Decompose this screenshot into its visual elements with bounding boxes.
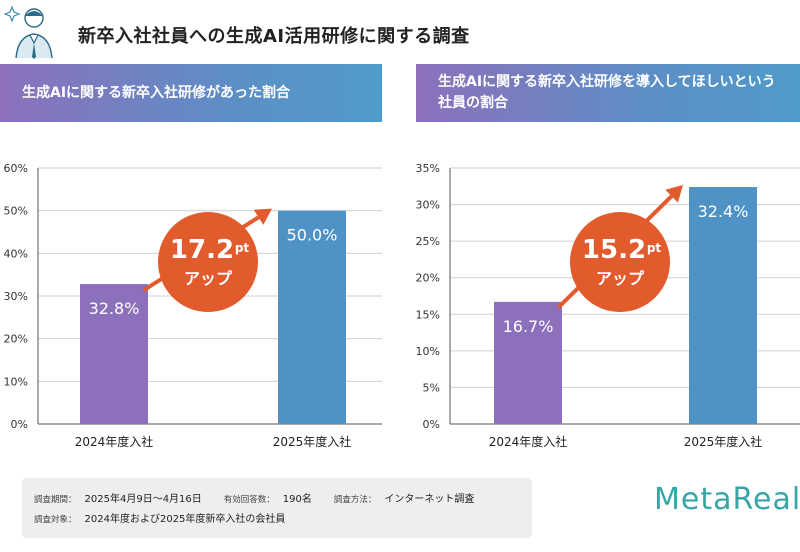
survey-method-label: 調査方法： <box>333 495 377 505</box>
left-increase-unit: pt <box>235 241 250 255</box>
survey-method-value: インターネット調査 <box>384 494 475 505</box>
right-y-tick-label: 10% <box>416 345 440 358</box>
right-y-tick-label: 5% <box>423 381 440 394</box>
right-increase-badge <box>570 212 670 312</box>
left-y-tick-label: 20% <box>4 333 28 346</box>
survey-target-label: 調査対象： <box>34 515 77 525</box>
person-icon <box>4 5 53 59</box>
right-bar-2 <box>689 187 757 424</box>
right-y-tick-label: 0% <box>423 418 440 431</box>
left-x-tick-label: 2025年度入社 <box>273 434 352 449</box>
bar-charts: 0% 10% 20% 30% 40% 50% 60% 32.8% 2024年度入社 50.0% 20… <box>4 162 800 449</box>
survey-period-value: 2025年4月9日〜4月16日 <box>84 494 202 505</box>
left-y-tick-label: 10% <box>4 375 28 388</box>
right-y-tick-label: 35% <box>416 162 440 175</box>
right-y-tick-label: 20% <box>416 272 440 285</box>
right-chart-banner: 生成AIに関する新卒入社研修を導入してほしいという社員の割合 <box>416 64 800 122</box>
right-trend-arrow-head <box>665 185 683 203</box>
right-y-tick-label: 30% <box>416 199 440 212</box>
survey-period-label: 調査期間： <box>34 495 77 505</box>
left-increase-value: 17.2 <box>170 235 234 265</box>
right-y-tick-label: 15% <box>416 308 440 321</box>
right-increase-unit: pt <box>647 241 662 255</box>
left-bar-2-value: 50.0% <box>287 226 338 245</box>
right-bar-2-value: 32.4% <box>698 202 749 221</box>
left-trend-arrow-head <box>253 208 272 225</box>
survey-info-box: 調査期間： 2025年4月9日〜4月16日 有効回答数： 190名 調査方法： … <box>22 478 532 538</box>
right-x-tick-label: 2025年度入社 <box>684 434 763 449</box>
left-y-tick-label: 30% <box>4 290 28 303</box>
left-increase-text: アップ <box>184 269 233 288</box>
survey-responses-label: 有効回答数： <box>223 495 275 505</box>
right-bar-1 <box>494 301 562 424</box>
survey-responses-value: 190名 <box>282 494 312 505</box>
right-bar-1-value: 16.7% <box>503 317 554 336</box>
right-chart-banner-text: 生成AIに関する新卒入社研修を導入してほしいという社員の割合 <box>438 74 776 111</box>
right-y-tick-label: 25% <box>416 235 440 248</box>
left-chart-banner-text: 生成AIに関する新卒入社研修があった割合 <box>22 84 291 101</box>
left-y-tick-label: 40% <box>4 247 28 260</box>
left-y-tick-label: 60% <box>4 162 28 175</box>
left-y-tick-label: 50% <box>4 205 28 218</box>
left-y-tick-label: 0% <box>11 418 28 431</box>
right-x-tick-label: 2024年度入社 <box>489 434 568 449</box>
left-bar-1 <box>80 284 148 424</box>
left-chart-banner: 生成AIに関する新卒入社研修があった割合 <box>0 64 382 122</box>
survey-target-value: 2024年度および2025年度新卒入社の会社員 <box>84 514 286 525</box>
left-increase-badge <box>158 212 258 312</box>
right-increase-value: 15.2 <box>582 235 646 265</box>
page-title: 新卒入社社員への生成AI活用研修に関する調査 <box>78 26 470 47</box>
right-increase-text: アップ <box>596 269 645 288</box>
left-bar-1-value: 32.8% <box>89 299 140 318</box>
metareal-logo: MetaReal <box>654 482 800 517</box>
left-bar-2 <box>278 210 346 424</box>
left-x-tick-label: 2024年度入社 <box>75 434 154 449</box>
